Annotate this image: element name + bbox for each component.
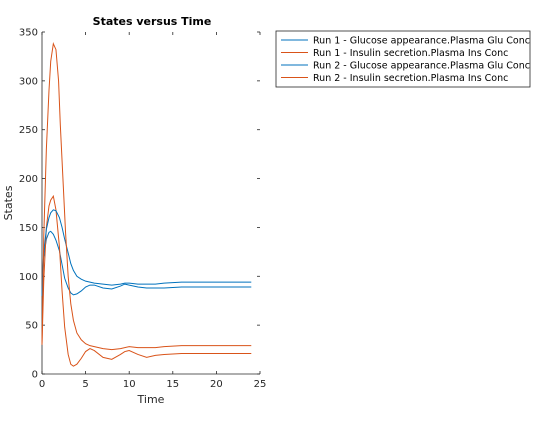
legend-entry-label: Run 2 - Glucose appearance.Plasma Glu Co… (313, 61, 530, 72)
x-axis-label: Time (137, 393, 165, 406)
series-line-2 (41, 194, 252, 367)
x-tick-label: 25 (254, 379, 267, 390)
y-tick-label: 300 (19, 76, 38, 87)
x-tick-label: 10 (123, 379, 136, 390)
plot-lines (41, 41, 252, 367)
x-tick-label: 5 (82, 379, 88, 390)
x-tick-label: 0 (39, 379, 45, 390)
y-tick-label: 50 (25, 321, 38, 332)
y-tick-label: 0 (32, 370, 38, 381)
legend-entry-label: Run 1 - Insulin secretion.Plasma Ins Con… (313, 48, 508, 59)
legend-box (275, 30, 531, 88)
chart-title: States versus Time (93, 15, 212, 28)
series-line-1 (41, 230, 252, 296)
series-line-3 (41, 209, 252, 296)
y-tick-label: 100 (19, 272, 38, 283)
x-tick-label: 15 (166, 379, 179, 390)
y-tick-label: 150 (19, 223, 38, 234)
legend-entry-label: Run 1 - Glucose appearance.Plasma Glu Co… (313, 36, 530, 47)
y-tick-label: 200 (19, 174, 38, 185)
legend-entry-label: Run 2 - Insulin secretion.Plasma Ins Con… (313, 73, 508, 84)
x-tick-label: 20 (210, 379, 223, 390)
y-tick-label: 250 (19, 125, 38, 136)
legend[interactable]: Run 1 - Glucose appearance.Plasma Glu Co… (275, 30, 531, 88)
series-line-4 (41, 41, 252, 351)
y-axis-label: States (2, 185, 15, 220)
y-tick-label: 350 (19, 28, 38, 39)
